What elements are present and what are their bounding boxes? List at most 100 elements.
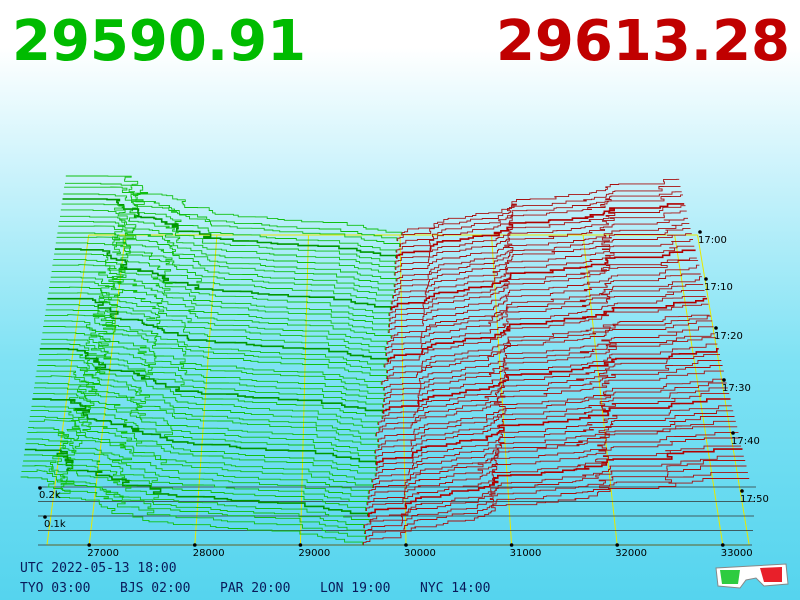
ask-depth [385, 289, 705, 351]
depth-tick-label: 0.2k [39, 490, 61, 501]
ask-depth [374, 387, 728, 454]
ask-depth [386, 314, 710, 374]
bid-depth [56, 236, 393, 299]
bid-depth [23, 460, 364, 528]
ask-depth [367, 431, 739, 500]
ask-depth [384, 333, 715, 397]
bid-depth [44, 320, 382, 385]
bid-price: 29590.91 [12, 9, 306, 74]
price-tick-label: 31000 [510, 548, 542, 559]
bid-depth [21, 469, 366, 540]
tick-dot [714, 326, 718, 330]
ask-depth [395, 194, 683, 253]
ask-depth [396, 185, 681, 242]
bid-depth [29, 416, 373, 483]
bid-depth [62, 198, 397, 258]
ask-depth [362, 478, 750, 546]
tick-dot [509, 543, 514, 547]
grid-line [46, 234, 90, 546]
ask-depth [364, 465, 747, 534]
bid-depth [48, 292, 387, 356]
tick-dot [731, 431, 735, 435]
bid-depth [61, 203, 396, 265]
zone-time: LON 19:00 [320, 581, 390, 596]
ask-depth [386, 315, 711, 379]
bid-depth [65, 175, 402, 235]
bid-depth [50, 276, 392, 339]
bid-depth [38, 359, 379, 425]
bid-depth [51, 270, 389, 334]
tick-dot [722, 378, 726, 382]
ask-depth [401, 178, 680, 236]
ask-depth [376, 405, 732, 471]
ask-depth [377, 378, 726, 443]
zone-time: TYO 03:00 [20, 581, 90, 596]
ask-depth [383, 337, 717, 402]
bid-depth [28, 419, 373, 489]
bid-depth [20, 476, 363, 546]
grid-line [674, 234, 724, 546]
bid-depth [28, 426, 369, 494]
ask-depth [378, 382, 727, 448]
bid-depth [59, 220, 397, 282]
grid-line [194, 234, 218, 546]
ask-depth [383, 303, 709, 368]
bid-depth [39, 347, 384, 413]
zone-time: PAR 20:00 [220, 581, 290, 596]
tick-dot [740, 489, 744, 493]
ask-depth [375, 370, 724, 437]
floor-grid [38, 234, 756, 546]
ask-depth [388, 257, 697, 316]
ask-depth [395, 205, 686, 265]
bid-depth [41, 338, 384, 402]
time-tick-label: 17:00 [698, 235, 727, 246]
price-tick-label: 33000 [721, 548, 753, 559]
tick-dot [87, 543, 91, 547]
ask-depth [368, 426, 738, 494]
bid-depth [42, 332, 385, 396]
bid-depth [37, 365, 380, 431]
ask-depth [388, 264, 700, 328]
bid-depth [45, 309, 387, 373]
ask-depth [394, 227, 691, 288]
ask-depth [372, 420, 736, 489]
ask-depth [396, 203, 685, 259]
price-tick-label: 32000 [615, 548, 647, 559]
utc-time: UTC 2022-05-13 18:00 [20, 561, 177, 576]
time-tick-label: 17:10 [704, 282, 733, 293]
ask-depth [365, 471, 748, 540]
ask-depth [381, 353, 720, 420]
3d-glasses-icon[interactable] [715, 563, 789, 589]
ask-depth [394, 233, 692, 293]
time-zones: TYO 03:00 BJS 02:00 PAR 20:00 LON 19:00 NYC … [20, 581, 490, 596]
grid-line [88, 234, 126, 546]
ask-depth [396, 223, 690, 282]
price-tick-label: 28000 [193, 548, 225, 559]
ask-price: 29613.28 [496, 9, 790, 74]
price-tick-label: 29000 [298, 548, 330, 559]
time-tick-label: 17:30 [722, 383, 751, 394]
bid-depth [57, 232, 395, 293]
tick-dot [698, 230, 702, 234]
bid-depth [34, 387, 376, 454]
bid-depth [60, 215, 395, 276]
bid-depth [23, 454, 370, 522]
ask-depth [366, 437, 740, 506]
bid-depth [63, 193, 397, 253]
bid-depth [30, 410, 376, 477]
bid-depth [54, 248, 392, 311]
depth-curves [20, 175, 750, 546]
ask-depth [387, 297, 708, 363]
zone-time: BJS 02:00 [120, 581, 190, 596]
zone-time: NYC 14:00 [420, 581, 490, 596]
ask-depth [375, 398, 731, 466]
grid-line [582, 234, 618, 546]
ask-depth [394, 217, 688, 276]
ask-depth [381, 320, 713, 385]
ask-depth [390, 249, 696, 311]
tick-dot [721, 543, 725, 547]
bid-depth [26, 438, 368, 505]
depth-tick-label: 0.1k [44, 519, 66, 530]
axis-labels: 27000 28000 29000 30000 31000 32000 33000 17:00… [38, 230, 769, 559]
bid-depth [39, 353, 383, 419]
